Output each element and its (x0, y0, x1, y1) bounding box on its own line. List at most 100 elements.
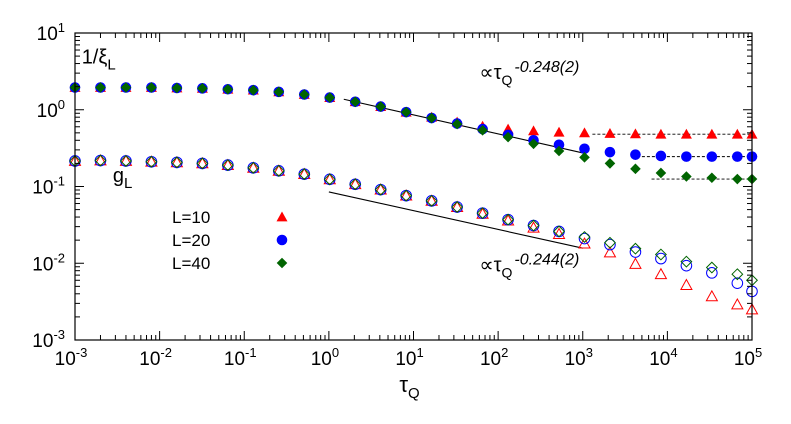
g-point-L=40 (119, 154, 132, 167)
xi-point-L=40 (324, 92, 336, 103)
xi-point-L=40 (579, 152, 590, 163)
xi-point-L=40 (375, 101, 386, 112)
xi-point-L=40 (120, 82, 132, 93)
xi-point-L=40 (222, 83, 234, 95)
xi-point-L=40 (349, 96, 361, 108)
g-point-L=40 (247, 161, 260, 174)
g-point-L=10 (119, 154, 133, 166)
g-point-L=10 (272, 164, 286, 176)
xi-point-L=10 (731, 128, 743, 139)
g-point-L=40 (170, 156, 183, 169)
xi-point-L=20 (579, 143, 590, 155)
g-point-L=10 (221, 158, 235, 171)
g-point-L=40 (603, 236, 616, 249)
g-point-L=40 (221, 159, 234, 172)
xi-point-L=20 (630, 149, 641, 160)
xi-point-L=40 (248, 84, 259, 96)
g-point-L=10 (323, 172, 337, 185)
g-point-L=20 (731, 277, 744, 289)
xi-point-L=40 (171, 82, 183, 94)
g-point-L=40 (323, 173, 336, 186)
xi-point-L=40 (655, 167, 667, 179)
xi-point-L=10 (655, 128, 667, 139)
legend-marker-L=10 (276, 211, 288, 222)
y-tick-label: 10-2 (32, 250, 65, 275)
g-point-L=20 (706, 267, 718, 279)
x-tick-label: 101 (395, 345, 423, 370)
g-point-L=40 (451, 201, 464, 214)
xi-point-L=40 (197, 83, 208, 94)
y-tick-label: 10-1 (32, 174, 65, 199)
xi-point-L=20 (681, 151, 692, 162)
power-law-fit-line-g (328, 191, 583, 249)
data-points (68, 81, 759, 315)
xi-point-L=40 (298, 89, 310, 100)
xi-point-L=20 (655, 150, 667, 162)
xi-point-L=40 (451, 118, 463, 130)
xi-point-L=40 (502, 131, 514, 143)
g-point-L=40 (629, 242, 642, 255)
xi-point-L=10 (629, 128, 641, 139)
g-point-L=40 (298, 168, 311, 181)
x-tick-label: 104 (649, 345, 677, 370)
g-point-L=10 (348, 177, 362, 190)
g-point-L=10 (654, 267, 668, 280)
xi-point-L=40 (604, 158, 616, 169)
x-tick-label: 103 (565, 345, 593, 370)
x-tick-label: 102 (480, 345, 508, 370)
x-tick-label: 10-2 (139, 345, 172, 370)
g-point-L=10 (170, 155, 184, 168)
y-tick-label: 10-3 (32, 327, 65, 352)
y-tick-label: 101 (37, 20, 65, 45)
g-point-L=20 (655, 252, 667, 265)
g-point-L=40 (196, 157, 209, 170)
g-point-L=10 (297, 167, 311, 180)
g-point-L=40 (374, 183, 387, 196)
annotations: 1/ξL gL ∝τQ-0.248(2) ∝τQ-0.244(2) (82, 47, 580, 281)
g-point-L=10 (730, 297, 744, 310)
g-point-L=10 (145, 155, 158, 167)
xi-point-L=40 (732, 173, 743, 185)
xi-point-L=40 (400, 106, 412, 118)
xi-point-L=40 (426, 112, 437, 124)
fit-xi-annotation: ∝τQ-0.248(2) (479, 59, 579, 88)
g-point-L=40 (578, 230, 591, 243)
legend-label-L=10: L=10 (172, 208, 210, 227)
xi-point-L=20 (706, 151, 718, 162)
g-point-L=10 (527, 221, 540, 233)
g-point-L=40 (94, 154, 107, 167)
g-point-L=40 (705, 261, 718, 274)
g-point-L=10 (425, 194, 438, 206)
xi-point-L=20 (732, 151, 743, 162)
g-point-L=10 (374, 183, 388, 195)
g-point-L=40 (654, 248, 667, 261)
series-L=40 (68, 82, 759, 287)
g-label: gL (113, 165, 132, 192)
g-point-L=10 (94, 153, 107, 166)
xi-point-L=40 (95, 82, 106, 93)
xi-point-L=40 (273, 86, 285, 98)
x-tick-label: 105 (734, 345, 762, 370)
axis-ticks: 10-3 10-2 10-1 100 101 102 103 104 105 10-3 10-2 10… (32, 20, 762, 370)
g-point-L=40 (476, 207, 489, 220)
g-point-L=10 (246, 161, 260, 173)
g-point-L=10 (680, 278, 693, 290)
legend-marker-L=40 (276, 257, 288, 269)
xi-inverse-label: 1/ξL (82, 47, 116, 74)
g-point-L=20 (578, 232, 591, 245)
g-point-L=20 (629, 246, 642, 258)
xi-point-L=40 (528, 138, 539, 150)
y-tick-label: 100 (37, 97, 65, 122)
g-point-L=40 (349, 178, 362, 191)
g-point-L=40 (731, 268, 744, 281)
g-point-L=10 (196, 156, 209, 169)
xi-point-L=10 (553, 126, 565, 137)
legend-label-L=20: L=20 (172, 231, 210, 250)
g-point-L=20 (604, 238, 616, 251)
xi-point-L=40 (477, 124, 488, 136)
g-point-L=10 (629, 257, 642, 269)
xi-point-L=10 (680, 128, 692, 139)
g-point-L=40 (502, 213, 515, 226)
